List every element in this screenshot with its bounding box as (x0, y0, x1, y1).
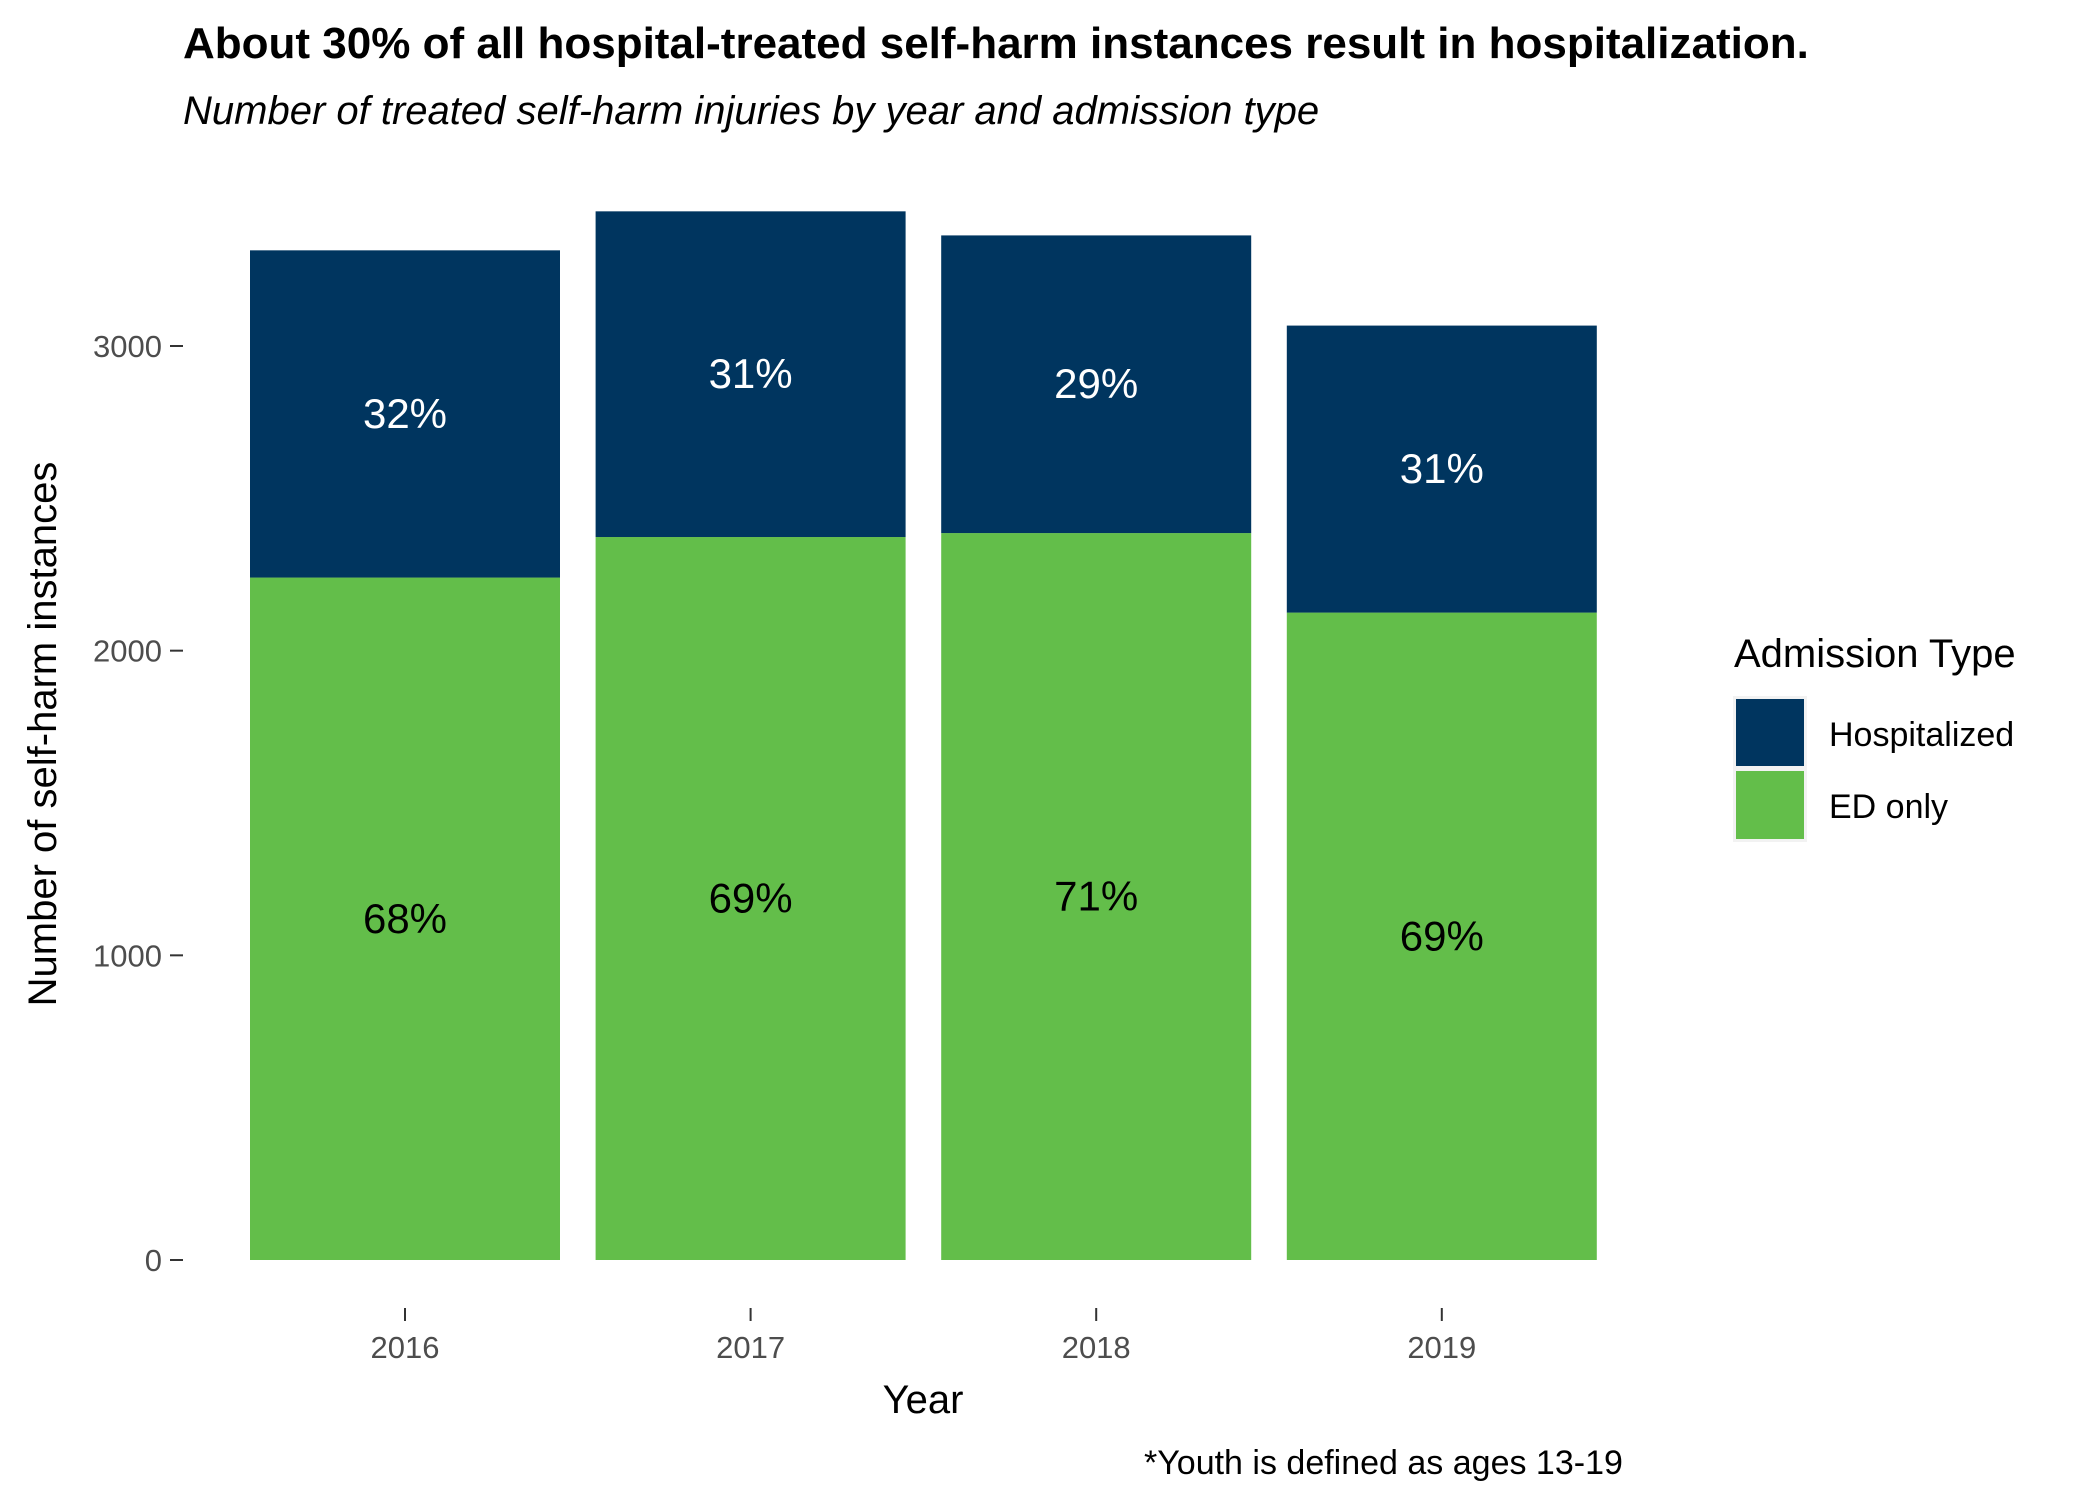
chart-subtitle: Number of treated self-harm injuries by … (183, 89, 1319, 133)
data-label: 68% (363, 895, 447, 942)
bars: 68% 32% 69% 31% 71% 29% 69% 31% (250, 211, 1597, 1260)
legend-key-ed-only (1736, 771, 1804, 839)
data-label: 69% (709, 875, 793, 922)
y-tick-label: 2000 (93, 634, 162, 669)
bar-hospitalized-2017 (595, 211, 906, 538)
legend-label-ed-only: ED only (1829, 788, 1948, 826)
bar-ed-only-2019 (1286, 612, 1597, 1260)
data-label: 29% (1054, 360, 1138, 407)
caption: *Youth is defined as ages 13-19 (1144, 1444, 1623, 1482)
x-tick-label: 2016 (371, 1330, 440, 1365)
bar-ed-only-2017 (595, 537, 906, 1260)
legend: Admission Type Hospitalized ED only (1733, 632, 2016, 842)
x-axis: 2016 2017 2018 2019 (371, 1308, 1476, 1365)
legend-key-hospitalized (1736, 699, 1804, 766)
y-tick-label: 1000 (93, 938, 162, 973)
data-label: 31% (709, 350, 793, 397)
y-tick-label: 0 (145, 1243, 162, 1278)
x-tick-label: 2019 (1407, 1330, 1476, 1365)
data-label: 32% (363, 390, 447, 437)
data-label: 31% (1400, 445, 1484, 492)
legend-title: Admission Type (1734, 632, 2016, 676)
chart-title: About 30% of all hospital-treated self-h… (183, 19, 1809, 68)
data-label: 69% (1400, 912, 1484, 959)
x-axis-label: Year (883, 1378, 964, 1422)
x-tick-label: 2018 (1062, 1330, 1131, 1365)
bar-hospitalized-2019 (1286, 325, 1597, 613)
y-tick-label: 3000 (93, 329, 162, 364)
bar-hospitalized-2016 (250, 250, 560, 578)
x-tick-label: 2017 (716, 1330, 785, 1365)
y-axis: 0 1000 2000 3000 (93, 329, 183, 1278)
y-axis-label: Number of self-harm instances (21, 462, 65, 1007)
bar-ed-only-2016 (250, 577, 560, 1260)
data-label: 71% (1054, 873, 1138, 920)
bar-hospitalized-2018 (941, 235, 1252, 534)
legend-label-hospitalized: Hospitalized (1829, 716, 2014, 754)
bar-ed-only-2018 (941, 533, 1252, 1260)
